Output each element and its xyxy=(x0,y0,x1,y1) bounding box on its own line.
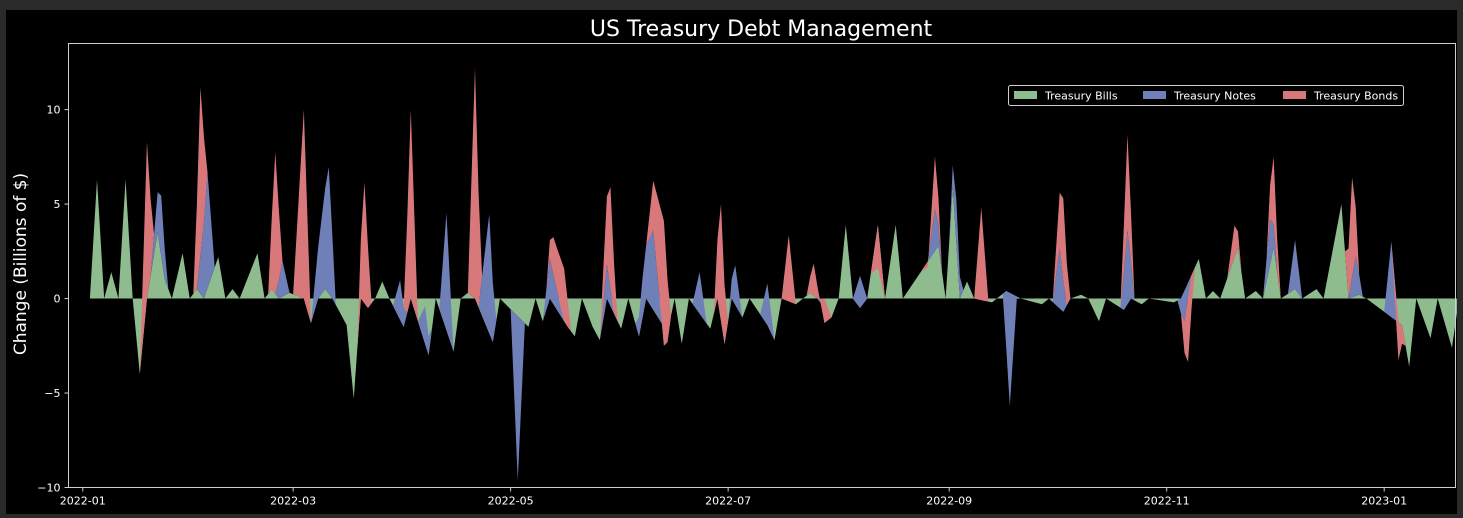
chart-title: US Treasury Debt Management xyxy=(590,17,933,42)
legend-swatch xyxy=(1014,91,1037,99)
legend-swatch xyxy=(1283,91,1306,99)
x-tick-label: 2022-07 xyxy=(705,495,751,508)
legend-label: Treasury Notes xyxy=(1173,90,1256,103)
y-tick-label: −10 xyxy=(37,482,60,495)
x-tick-label: 2022-11 xyxy=(1144,495,1190,508)
legend-swatch xyxy=(1143,91,1166,99)
series-layer xyxy=(89,68,1457,481)
legend-label: Treasury Bonds xyxy=(1313,90,1398,103)
x-tick-label: 2023-01 xyxy=(1361,495,1407,508)
series-area-treasury-bonds xyxy=(89,68,1457,481)
ticks-layer: 2022-01 2022-03 2022-05 2022-07 2022-09 2022-… xyxy=(37,104,1407,508)
y-tick-label: 10 xyxy=(47,104,61,117)
plot-border xyxy=(68,43,1456,488)
y-tick-label: 5 xyxy=(54,198,61,211)
x-tick-label: 2022-05 xyxy=(488,495,534,508)
y-tick-label: −5 xyxy=(44,387,60,400)
chart: US Treasury Debt Management Change (Bill… xyxy=(11,17,1457,508)
legend: Treasury Bills Treasury Notes Treasury Bon… xyxy=(1008,85,1404,106)
legend-label: Treasury Bills xyxy=(1044,90,1118,103)
x-tick-label: 2022-01 xyxy=(60,495,106,508)
y-axis-label: Change (Billions of $) xyxy=(11,173,31,355)
legend-box xyxy=(1008,85,1404,106)
x-tick-label: 2022-09 xyxy=(926,495,972,508)
x-tick-label: 2022-03 xyxy=(270,495,316,508)
y-tick-label: 0 xyxy=(54,293,61,306)
chart-frame: US Treasury Debt Management Change (Bill… xyxy=(6,10,1457,514)
